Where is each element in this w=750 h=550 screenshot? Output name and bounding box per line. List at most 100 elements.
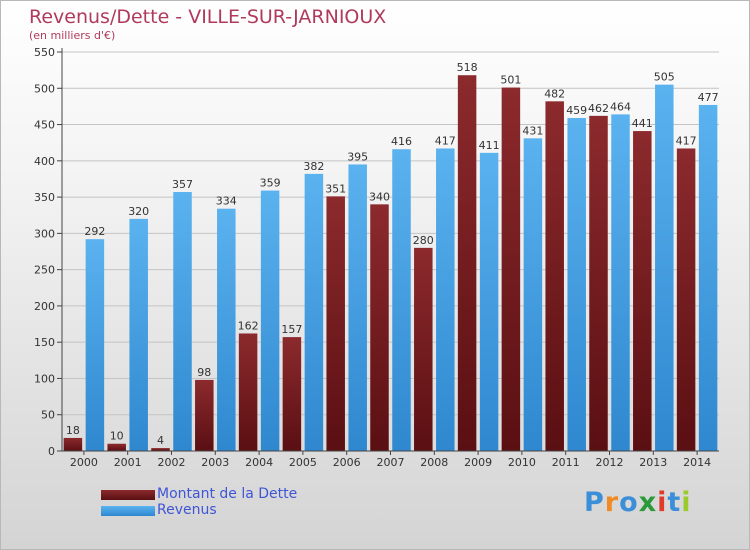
y-tick-label: 0 <box>48 445 55 458</box>
data-label-revenue: 416 <box>391 135 412 148</box>
x-tick-label: 2004 <box>245 456 273 469</box>
x-tick-label: 2005 <box>289 456 317 469</box>
data-label-revenue: 477 <box>698 91 719 104</box>
data-label-debt: 280 <box>413 234 434 247</box>
chart-title: Revenus/Dette - VILLE-SUR-JARNIOUX <box>29 6 387 28</box>
bar-revenue <box>260 190 280 451</box>
bars <box>63 75 718 452</box>
data-label-revenue: 334 <box>216 195 237 208</box>
logo-letter: x <box>638 487 658 518</box>
data-label-revenue: 292 <box>84 225 105 238</box>
data-label-revenue: 359 <box>260 177 281 190</box>
logo-letter: i <box>681 487 692 518</box>
bar-revenue <box>348 164 367 452</box>
data-label-revenue: 464 <box>610 100 631 113</box>
grid-lines <box>62 51 719 452</box>
bar-revenue <box>479 152 499 451</box>
x-tick-label: 2006 <box>333 456 361 469</box>
data-label-debt: 482 <box>544 87 565 100</box>
bar-revenue <box>567 118 586 452</box>
data-label-debt: 10 <box>110 430 124 443</box>
data-label-revenue: 417 <box>435 134 456 147</box>
data-label-debt: 18 <box>66 424 80 437</box>
data-label-debt: 340 <box>369 190 390 203</box>
y-tick-label: 450 <box>34 119 55 132</box>
x-tick-label: 2011 <box>552 456 580 469</box>
data-label-debt: 518 <box>457 61 478 74</box>
data-label-revenue: 505 <box>654 71 675 84</box>
legend-label-revenue: Revenus <box>157 502 217 518</box>
bar-debt <box>501 87 521 451</box>
legend-swatch-debt <box>101 490 155 500</box>
legend-label-debt: Montant de la Dette <box>157 486 298 502</box>
bar-debt <box>457 75 477 452</box>
data-label-debt: 441 <box>632 117 653 130</box>
data-label-revenue: 320 <box>128 205 149 218</box>
bar-revenue <box>173 192 192 451</box>
bar-debt <box>63 437 83 451</box>
bar-debt <box>676 148 696 451</box>
x-tick-label: 2009 <box>464 456 492 469</box>
y-tick-label: 350 <box>34 191 55 204</box>
bar-debt <box>195 379 214 451</box>
data-label-revenue: 411 <box>479 139 500 152</box>
data-label-debt: 157 <box>281 323 302 336</box>
data-label-debt: 462 <box>588 102 609 115</box>
x-tick-label: 2013 <box>639 456 667 469</box>
x-tick-label: 2008 <box>420 456 448 469</box>
data-label-revenue: 357 <box>172 178 193 191</box>
bar-revenue <box>85 239 105 451</box>
x-tick-label: 2010 <box>508 456 536 469</box>
data-label-revenue: 382 <box>303 160 324 173</box>
x-tick-label: 2012 <box>596 456 624 469</box>
y-tick-label: 250 <box>34 264 55 277</box>
bar-revenue <box>698 104 718 451</box>
bar-debt <box>633 131 652 452</box>
bar-debt <box>326 196 345 451</box>
bar-debt <box>370 204 389 451</box>
bar-revenue <box>436 148 455 451</box>
x-tick-label: 2002 <box>158 456 186 469</box>
y-tick-label: 50 <box>41 409 55 422</box>
bar-debt <box>151 448 170 451</box>
data-label-debt: 351 <box>325 182 346 195</box>
x-tick-label: 2000 <box>70 456 98 469</box>
bar-revenue <box>523 138 543 451</box>
x-tick-label: 2007 <box>377 456 405 469</box>
y-tick-label: 400 <box>34 155 55 168</box>
bar-debt <box>414 247 433 451</box>
x-tick-label: 2003 <box>201 456 229 469</box>
y-tick-label: 200 <box>34 300 55 313</box>
bar-debt <box>545 101 564 452</box>
y-tick-label: 550 <box>34 46 55 59</box>
data-label-debt: 417 <box>676 134 697 147</box>
logo-letter: i <box>657 487 668 518</box>
data-label-revenue: 459 <box>566 104 587 117</box>
bar-revenue <box>217 208 236 451</box>
axes: 0 50 100 150 200 250 300 350 400 450 500 550 2000 200… <box>34 46 719 469</box>
logo-letter: o <box>619 487 639 518</box>
logo-letter: t <box>667 487 682 518</box>
data-label-debt: 162 <box>238 319 259 332</box>
bar-revenue <box>304 173 324 452</box>
data-label-debt: 501 <box>500 74 521 87</box>
legend-swatch-revenue <box>101 506 155 516</box>
y-tick-label: 100 <box>34 372 55 385</box>
logo-letter: r <box>604 487 620 518</box>
data-label-revenue: 395 <box>347 150 368 163</box>
bar-debt <box>238 333 258 451</box>
proxiti-logo: Proxiti <box>584 487 692 518</box>
bar-revenue <box>392 149 411 451</box>
chart-subtitle: (en milliers d'€) <box>29 29 116 42</box>
y-tick-label: 300 <box>34 227 55 240</box>
y-tick-label: 500 <box>34 82 55 95</box>
bar-revenue <box>129 218 148 451</box>
x-tick-label: 2001 <box>114 456 142 469</box>
bar-debt <box>107 443 126 451</box>
data-label-debt: 4 <box>157 434 164 447</box>
data-label-debt: 98 <box>197 366 211 379</box>
x-tick-label: 2014 <box>683 456 711 469</box>
